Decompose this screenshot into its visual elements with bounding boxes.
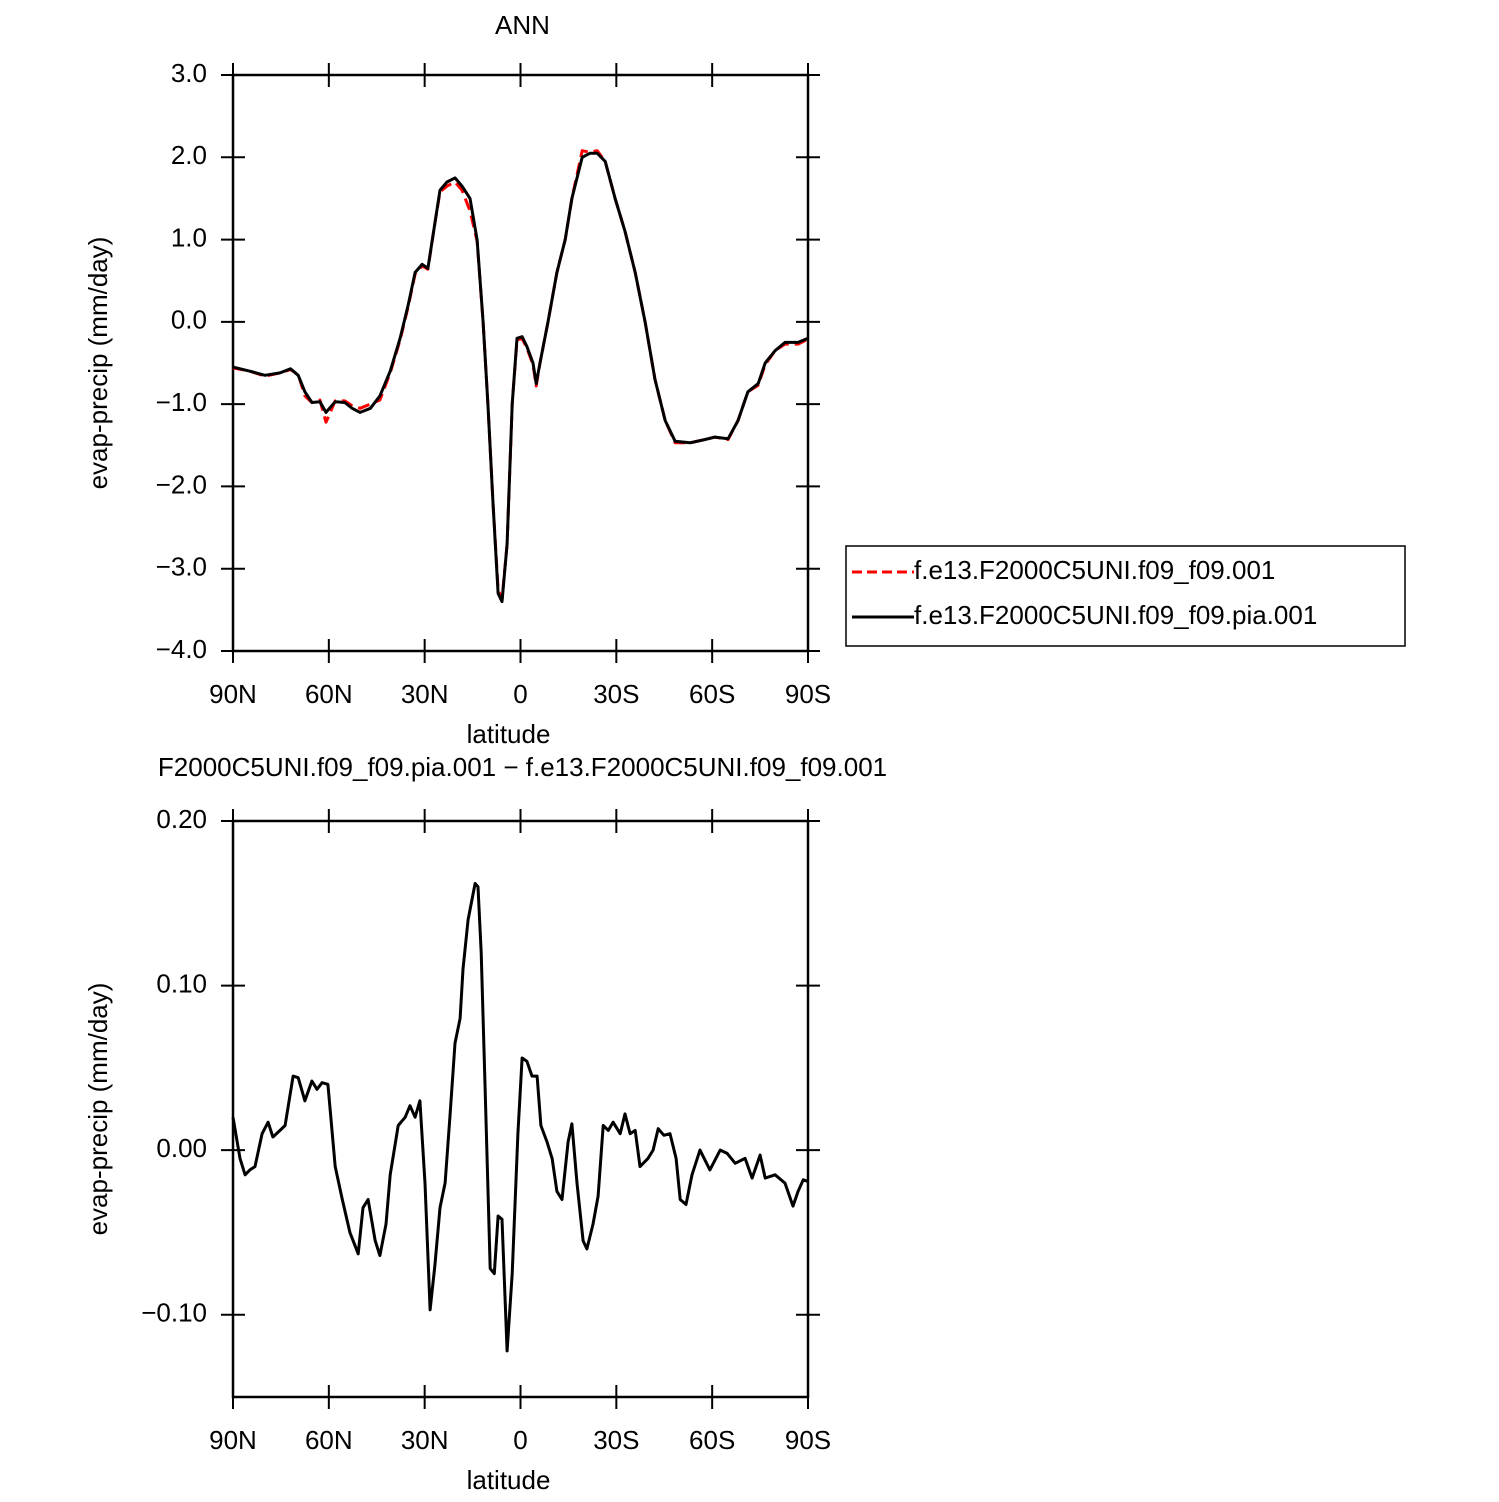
data-line <box>232 151 809 604</box>
y-tick-label: −4.0 <box>156 634 207 664</box>
y-tick-label: 1.0 <box>171 222 207 252</box>
y-axis-label: evap-precip (mm/day) <box>83 237 113 490</box>
y-tick-label: −0.10 <box>141 1298 207 1328</box>
y-tick-label: 2.0 <box>171 140 207 170</box>
x-tick-label: 60S <box>689 1425 735 1455</box>
legend-box <box>845 545 1406 647</box>
y-tick-label: 0.0 <box>171 305 207 335</box>
x-tick-label: 90N <box>209 679 257 709</box>
x-tick-label: 0 <box>513 1425 527 1455</box>
x-tick-label: 30N <box>401 1425 449 1455</box>
y-tick-label: −2.0 <box>156 469 207 499</box>
x-tick-label: 90S <box>785 1425 831 1455</box>
x-tick-label: 60N <box>305 679 353 709</box>
x-tick-label: 30S <box>593 1425 639 1455</box>
x-tick-label: 0 <box>513 679 527 709</box>
legend-label: f.e13.F2000C5UNI.f09_f09.pia.001 <box>914 600 1317 630</box>
x-tick-label: 60N <box>305 1425 353 1455</box>
y-axis-label: evap-precip (mm/day) <box>83 983 113 1236</box>
y-tick-label: 3.0 <box>171 58 207 88</box>
data-line <box>232 149 809 602</box>
y-tick-label: −1.0 <box>156 387 207 417</box>
x-tick-label: 30S <box>593 679 639 709</box>
x-tick-label: 30N <box>401 679 449 709</box>
chart-title: ANN <box>495 10 550 40</box>
y-tick-label: −3.0 <box>156 552 207 582</box>
x-tick-label: 60S <box>689 679 735 709</box>
data-line <box>231 882 809 1353</box>
x-axis-label: latitude <box>467 1465 551 1495</box>
x-axis-label: latitude <box>467 719 551 749</box>
y-tick-label: 0.00 <box>156 1133 207 1163</box>
x-tick-label: 90N <box>209 1425 257 1455</box>
x-tick-label: 90S <box>785 679 831 709</box>
plot-frame <box>231 73 810 653</box>
y-tick-label: 0.10 <box>156 968 207 998</box>
y-tick-label: 0.20 <box>156 804 207 834</box>
legend-label: f.e13.F2000C5UNI.f09_f09.001 <box>914 555 1275 585</box>
chart-title: F2000C5UNI.f09_f09.pia.001 − f.e13.F2000… <box>158 752 887 782</box>
